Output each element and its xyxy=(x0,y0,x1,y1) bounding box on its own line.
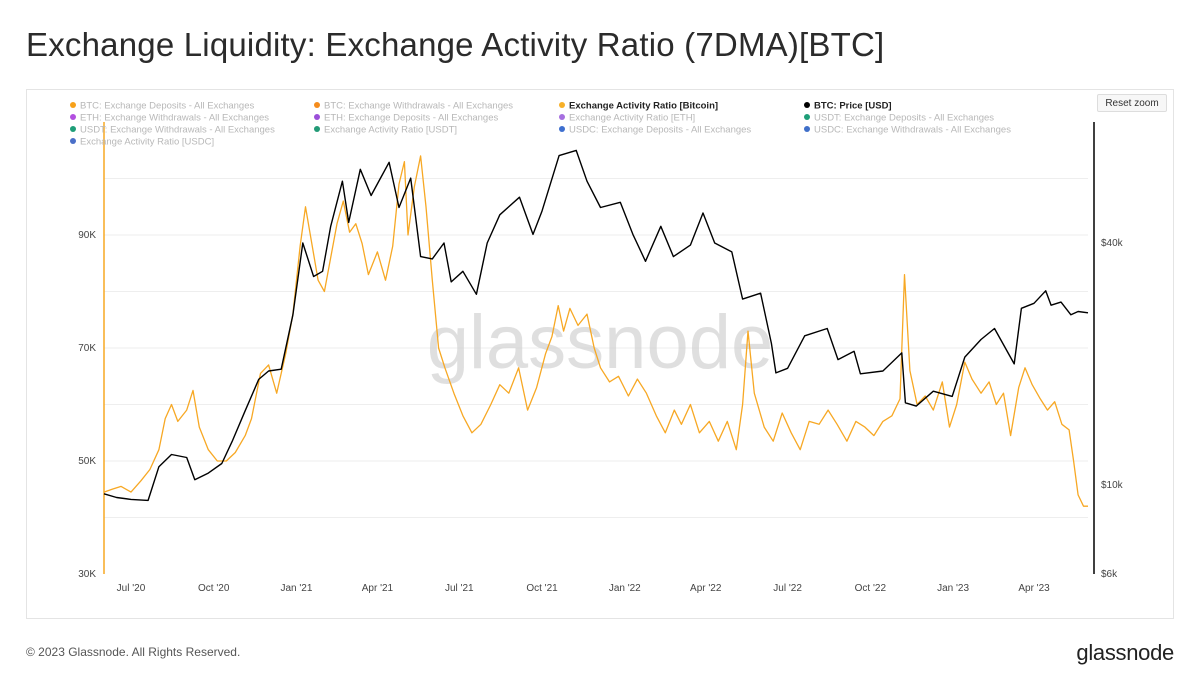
legend-item[interactable]: USDC: Exchange Deposits - All Exchanges xyxy=(559,125,751,136)
y-left-tick-label: 50K xyxy=(78,456,96,467)
legend-item[interactable]: Exchange Activity Ratio [ETH] xyxy=(559,113,695,124)
footer-copyright: © 2023 Glassnode. All Rights Reserved. xyxy=(26,645,241,659)
x-tick-label: Apr '23 xyxy=(1018,583,1050,594)
x-tick-label: Oct '22 xyxy=(855,583,887,594)
legend-label: Exchange Activity Ratio [Bitcoin] xyxy=(569,101,718,112)
x-tick-label: Apr '22 xyxy=(690,583,722,594)
legend-label: Exchange Activity Ratio [ETH] xyxy=(569,113,695,124)
legend-label: BTC: Exchange Deposits - All Exchanges xyxy=(80,101,255,112)
x-tick-label: Jan '23 xyxy=(937,583,969,594)
legend-label: Exchange Activity Ratio [USDT] xyxy=(324,125,457,136)
legend-marker xyxy=(804,126,810,132)
legend-item[interactable]: USDC: Exchange Withdrawals - All Exchang… xyxy=(804,125,1011,136)
legend-marker xyxy=(70,102,76,108)
legend-item[interactable]: BTC: Exchange Withdrawals - All Exchange… xyxy=(314,101,513,112)
legend-label: USDC: Exchange Deposits - All Exchanges xyxy=(569,125,751,136)
legend-label: ETH: Exchange Withdrawals - All Exchange… xyxy=(80,113,269,124)
legend-label: USDC: Exchange Withdrawals - All Exchang… xyxy=(814,125,1011,136)
watermark: glassnode xyxy=(427,300,774,385)
x-tick-label: Jan '21 xyxy=(281,583,313,594)
legend-item[interactable]: USDT: Exchange Deposits - All Exchanges xyxy=(804,113,994,124)
legend-label: ETH: Exchange Deposits - All Exchanges xyxy=(324,113,499,124)
x-tick-label: Jan '22 xyxy=(609,583,641,594)
x-tick-label: Jul '21 xyxy=(445,583,474,594)
legend-item[interactable]: ETH: Exchange Deposits - All Exchanges xyxy=(314,113,499,124)
y-left-tick-label: 30K xyxy=(78,569,96,580)
axes: 30K 50K 70K 90K $6k $10k $40k Jul '20 Oct '20 Jan… xyxy=(78,122,1124,594)
legend-marker xyxy=(559,114,565,120)
legend-label: BTC: Exchange Withdrawals - All Exchange… xyxy=(324,101,513,112)
glassnode-logo: glassnode xyxy=(1076,640,1174,665)
legend-label: BTC: Price [USD] xyxy=(814,101,892,112)
legend-marker xyxy=(559,126,565,132)
reset-zoom-button[interactable]: Reset zoom xyxy=(1097,94,1167,112)
x-tick-label: Jul '20 xyxy=(117,583,146,594)
legend-marker xyxy=(70,126,76,132)
x-tick-label: Apr '21 xyxy=(362,583,394,594)
y-right-tick-label: $40k xyxy=(1101,238,1124,249)
legend-marker xyxy=(314,114,320,120)
y-left-tick-label: 90K xyxy=(78,230,96,241)
y-right-tick-label: $10k xyxy=(1101,480,1124,491)
legend-label: USDT: Exchange Withdrawals - All Exchang… xyxy=(80,125,275,136)
legend: BTC: Exchange Deposits - All Exchanges BT… xyxy=(70,101,1011,148)
legend-marker xyxy=(559,102,565,108)
legend-item[interactable]: Exchange Activity Ratio [Bitcoin] xyxy=(559,101,718,112)
legend-item[interactable]: BTC: Exchange Deposits - All Exchanges xyxy=(70,101,255,112)
legend-marker xyxy=(804,114,810,120)
legend-marker xyxy=(70,114,76,120)
grid-lines xyxy=(104,178,1088,518)
legend-marker xyxy=(804,102,810,108)
legend-item[interactable]: BTC: Price [USD] xyxy=(804,101,892,112)
x-tick-label: Jul '22 xyxy=(773,583,802,594)
legend-label: Exchange Activity Ratio [USDC] xyxy=(80,137,214,148)
legend-marker xyxy=(70,138,76,144)
chart-frame xyxy=(26,89,1174,619)
legend-marker xyxy=(314,126,320,132)
x-tick-label: Oct '21 xyxy=(526,583,558,594)
legend-label: USDT: Exchange Deposits - All Exchanges xyxy=(814,113,994,124)
series-line-btc-price[interactable] xyxy=(103,149,1089,502)
legend-item[interactable]: ETH: Exchange Withdrawals - All Exchange… xyxy=(70,113,269,124)
legend-marker xyxy=(314,102,320,108)
legend-item[interactable]: USDT: Exchange Withdrawals - All Exchang… xyxy=(70,125,275,136)
y-left-tick-label: 70K xyxy=(78,343,96,354)
series-line-activity-ratio[interactable] xyxy=(103,155,1088,507)
page-title: Exchange Liquidity: Exchange Activity Ra… xyxy=(26,26,885,63)
watermark-group: glassnode xyxy=(427,300,774,385)
y-right-tick-label: $6k xyxy=(1101,569,1118,580)
legend-item[interactable]: Exchange Activity Ratio [USDC] xyxy=(70,137,214,148)
series-group xyxy=(103,149,1089,507)
legend-item[interactable]: Exchange Activity Ratio [USDT] xyxy=(314,125,457,136)
x-tick-label: Oct '20 xyxy=(198,583,230,594)
